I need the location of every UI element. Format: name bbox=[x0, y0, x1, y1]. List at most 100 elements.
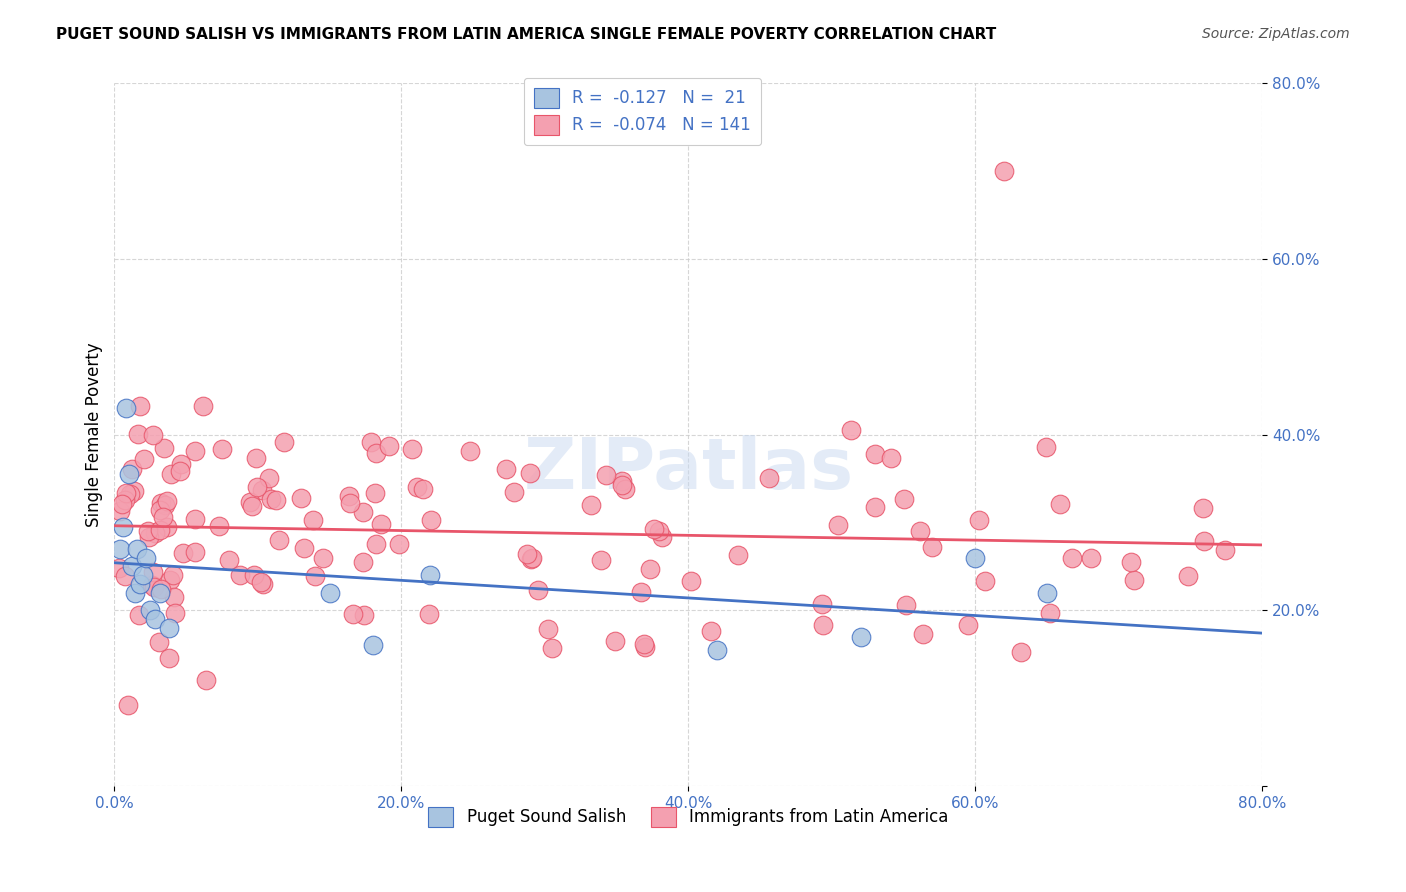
Point bbox=[159, 467, 181, 481]
Point bbox=[264, 492, 287, 507]
Point bbox=[257, 471, 280, 485]
Point bbox=[361, 638, 384, 652]
Point bbox=[337, 489, 360, 503]
Point bbox=[519, 466, 541, 480]
Point bbox=[648, 524, 671, 538]
Point bbox=[353, 607, 375, 622]
Point bbox=[419, 568, 441, 582]
Point bbox=[243, 568, 266, 582]
Point bbox=[114, 492, 136, 507]
Point bbox=[183, 443, 205, 458]
Point bbox=[370, 516, 392, 531]
Point bbox=[352, 555, 374, 569]
Point bbox=[378, 439, 401, 453]
Point bbox=[240, 499, 263, 513]
Point bbox=[115, 485, 138, 500]
Point bbox=[865, 500, 887, 514]
Point bbox=[111, 497, 134, 511]
Point bbox=[366, 446, 388, 460]
Point bbox=[115, 401, 138, 416]
Point bbox=[339, 496, 361, 510]
Point bbox=[520, 551, 543, 566]
Point bbox=[108, 560, 131, 574]
Point bbox=[541, 640, 564, 655]
Point bbox=[142, 565, 165, 579]
Point bbox=[591, 552, 613, 566]
Point bbox=[273, 434, 295, 449]
Point bbox=[121, 559, 143, 574]
Point bbox=[849, 630, 872, 644]
Point bbox=[908, 524, 931, 538]
Point bbox=[118, 467, 141, 482]
Point bbox=[537, 622, 560, 636]
Point bbox=[495, 462, 517, 476]
Point bbox=[827, 518, 849, 533]
Point bbox=[841, 423, 863, 437]
Point bbox=[152, 509, 174, 524]
Point bbox=[302, 513, 325, 527]
Point bbox=[249, 574, 271, 589]
Point bbox=[1191, 500, 1213, 515]
Text: PUGET SOUND SALISH VS IMMIGRANTS FROM LATIN AMERICA SINGLE FEMALE POVERTY CORREL: PUGET SOUND SALISH VS IMMIGRANTS FROM LA… bbox=[56, 27, 997, 42]
Point bbox=[153, 499, 176, 513]
Point bbox=[142, 580, 165, 594]
Point bbox=[1035, 440, 1057, 454]
Point bbox=[143, 526, 166, 541]
Point bbox=[122, 484, 145, 499]
Point bbox=[111, 520, 134, 534]
Point bbox=[412, 482, 434, 496]
Point bbox=[1213, 543, 1236, 558]
Point bbox=[114, 569, 136, 583]
Point bbox=[169, 464, 191, 478]
Point bbox=[1123, 574, 1146, 588]
Point bbox=[149, 523, 172, 537]
Point bbox=[965, 550, 987, 565]
Point bbox=[239, 494, 262, 508]
Point bbox=[342, 607, 364, 622]
Y-axis label: Single Female Poverty: Single Female Poverty bbox=[86, 343, 103, 527]
Point bbox=[108, 504, 131, 518]
Text: Source: ZipAtlas.com: Source: ZipAtlas.com bbox=[1202, 27, 1350, 41]
Point bbox=[252, 576, 274, 591]
Point bbox=[150, 496, 173, 510]
Point bbox=[290, 491, 312, 505]
Point bbox=[121, 462, 143, 476]
Point bbox=[912, 626, 935, 640]
Point bbox=[880, 451, 903, 466]
Point bbox=[153, 441, 176, 455]
Point bbox=[172, 546, 194, 560]
Point bbox=[1192, 534, 1215, 549]
Point bbox=[1080, 551, 1102, 566]
Point bbox=[120, 487, 142, 501]
Point bbox=[758, 471, 780, 485]
Point bbox=[1036, 585, 1059, 599]
Point bbox=[406, 480, 429, 494]
Point bbox=[640, 562, 662, 576]
Point bbox=[132, 568, 155, 582]
Point bbox=[139, 603, 162, 617]
Point bbox=[193, 399, 215, 413]
Point bbox=[229, 568, 252, 582]
Point bbox=[108, 541, 131, 556]
Point bbox=[579, 499, 602, 513]
Point bbox=[169, 458, 191, 472]
Point bbox=[993, 164, 1015, 178]
Legend: Puget Sound Salish, Immigrants from Latin America: Puget Sound Salish, Immigrants from Lati… bbox=[422, 800, 955, 834]
Text: ZIPatlas: ZIPatlas bbox=[523, 435, 853, 504]
Point bbox=[246, 480, 269, 494]
Point bbox=[211, 442, 233, 456]
Point bbox=[250, 483, 273, 497]
Point bbox=[1049, 497, 1071, 511]
Point bbox=[162, 591, 184, 605]
Point bbox=[527, 582, 550, 597]
Point bbox=[143, 612, 166, 626]
Point bbox=[520, 551, 543, 566]
Point bbox=[364, 537, 387, 551]
Point bbox=[974, 574, 997, 588]
Point bbox=[893, 492, 915, 507]
Point bbox=[141, 578, 163, 592]
Point bbox=[318, 585, 340, 599]
Point bbox=[630, 585, 652, 599]
Point bbox=[956, 617, 979, 632]
Point bbox=[727, 548, 749, 562]
